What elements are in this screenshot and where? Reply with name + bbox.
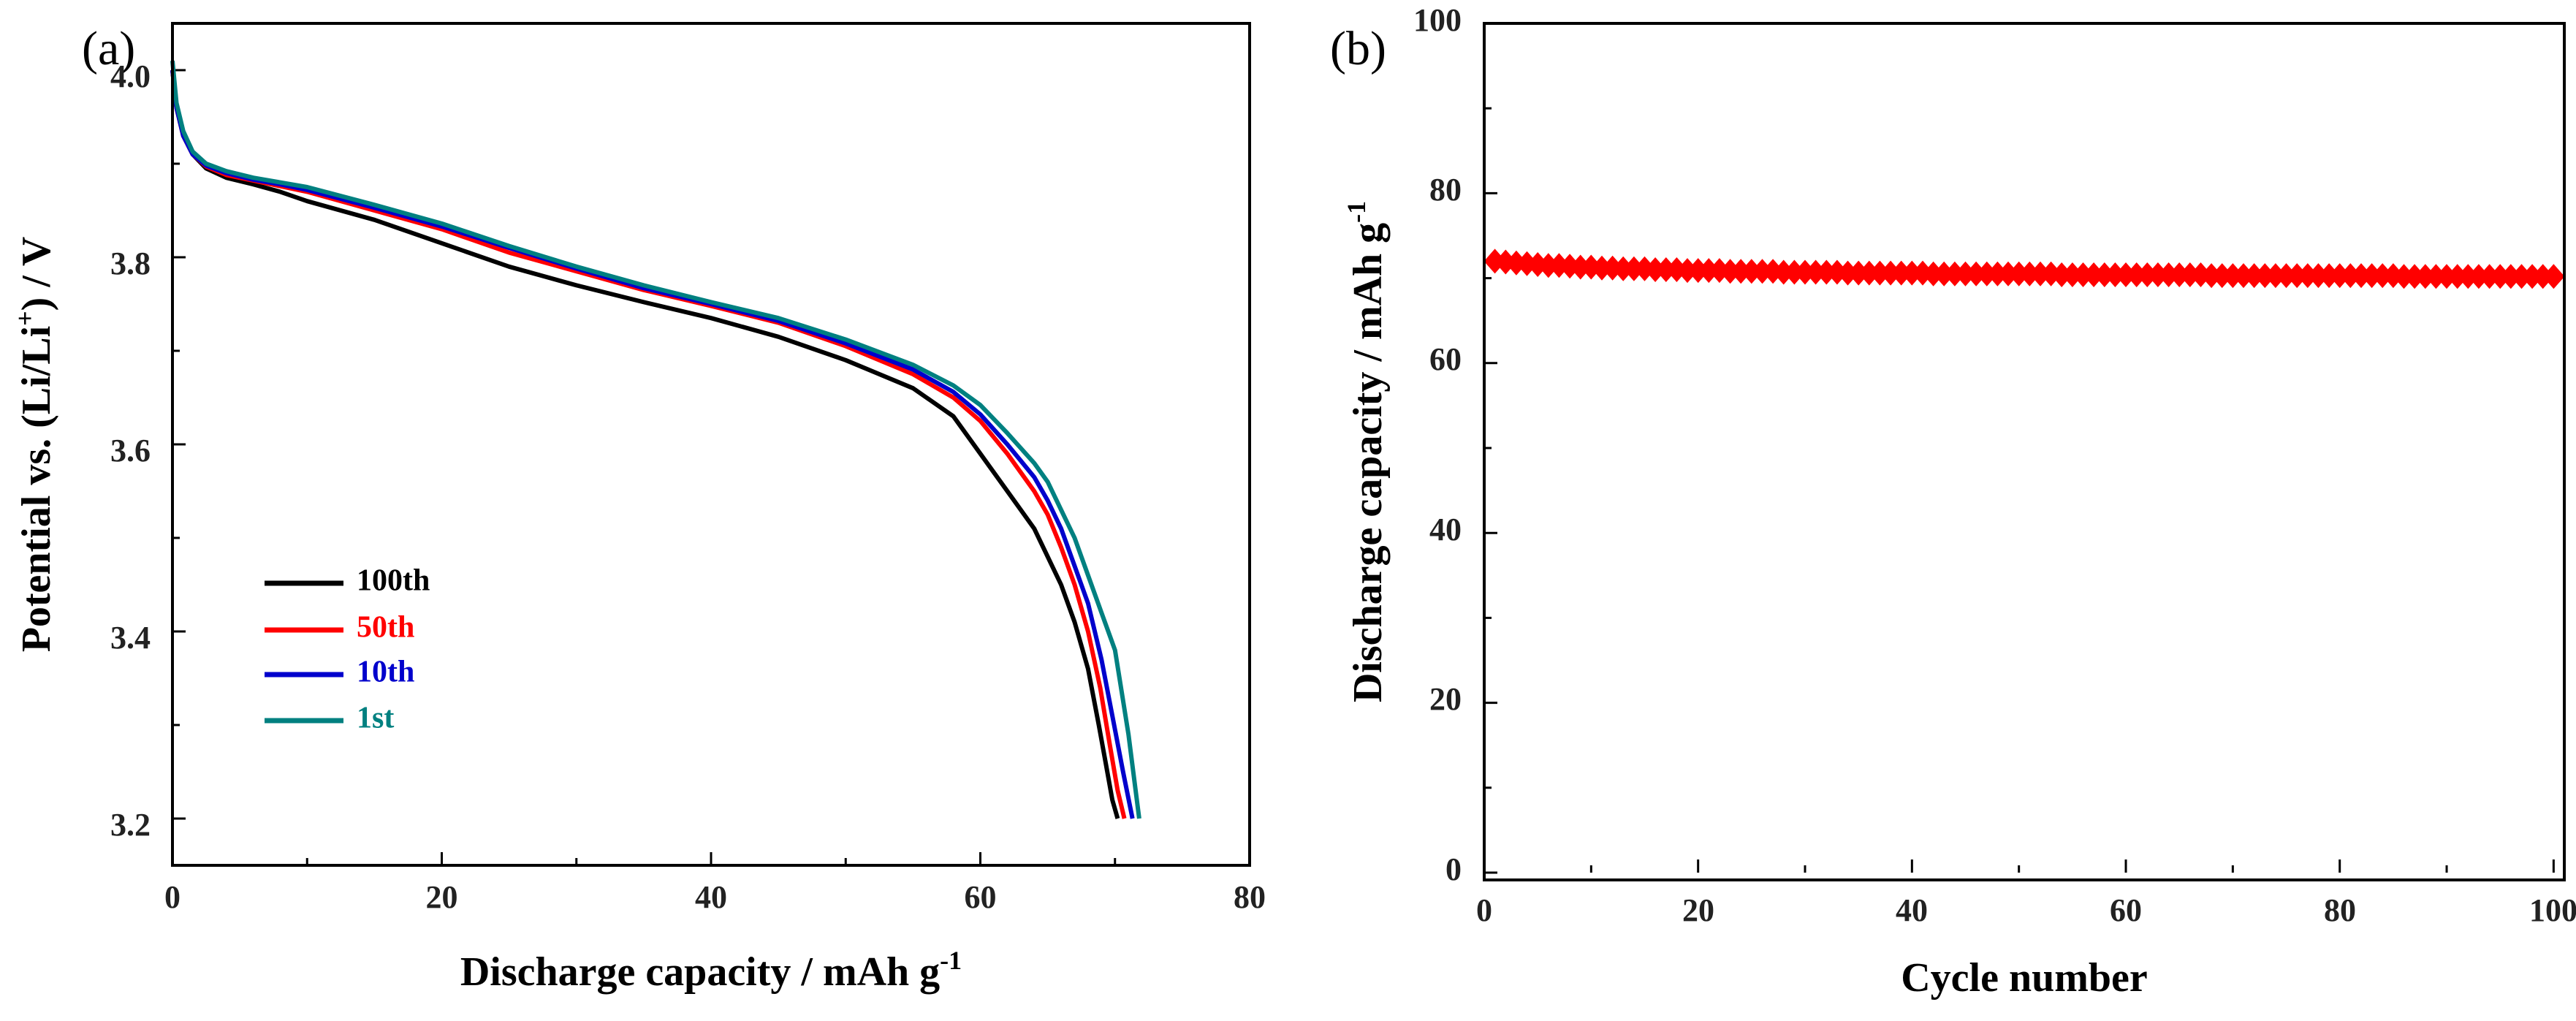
a-xtick-label-3: 60 bbox=[965, 879, 997, 915]
a-xtick-label-2: 40 bbox=[695, 879, 727, 915]
a-ytick-label-3: 3.8 bbox=[110, 246, 151, 281]
a-xtick-label-4: 80 bbox=[1234, 879, 1266, 915]
a-ytick-label-4: 4.0 bbox=[110, 58, 151, 94]
panel-b-label: (b) bbox=[1330, 22, 1386, 75]
series-line-10th bbox=[170, 69, 1135, 819]
b-ytick-label-3: 60 bbox=[1429, 341, 1462, 377]
panel-b-ticks bbox=[1483, 22, 2555, 874]
panel-a-frame bbox=[171, 22, 1251, 867]
a-ytick-label-1: 3.4 bbox=[110, 620, 151, 656]
b-x-axis-title: Cycle number bbox=[1901, 955, 2148, 1001]
panel-b-plot-area bbox=[1483, 22, 2566, 881]
panel-b-cycling-performance: (b) 0 20 40 60 80 100 0 20 40 60 80 100 … bbox=[1330, 2, 2576, 1001]
a-y-axis-title: Potential vs. (Li/Li+) / V bbox=[10, 237, 59, 653]
panel-a-lines bbox=[170, 60, 1141, 819]
panel-a-plot-area bbox=[170, 22, 1251, 867]
series-line-100th bbox=[170, 69, 1120, 819]
panel-a-label: (a) bbox=[82, 22, 135, 75]
b-xtick-label-1: 20 bbox=[1682, 892, 1714, 928]
a-x-axis-title: Discharge capacity / mAh g-1 bbox=[460, 946, 962, 995]
b-xtick-label-0: 0 bbox=[1476, 892, 1492, 928]
data-point-cycle-1 bbox=[1483, 248, 1506, 274]
b-y-axis-title: Discharge capacity / mAh g-1 bbox=[1342, 201, 1391, 702]
a-ytick-label-0: 3.2 bbox=[110, 807, 151, 843]
b-ytick-label-2: 40 bbox=[1429, 512, 1462, 547]
b-xtick-label-4: 80 bbox=[2324, 892, 2356, 928]
b-xtick-label-2: 40 bbox=[1896, 892, 1928, 928]
a-xtick-label-0: 0 bbox=[164, 879, 181, 915]
panel-b-frame bbox=[1483, 22, 2566, 881]
legend-label-1st: 1st bbox=[357, 702, 394, 735]
b-ytick-label-0: 0 bbox=[1445, 851, 1462, 887]
a-xtick-label-1: 20 bbox=[426, 879, 458, 915]
legend-label-100th: 100th bbox=[357, 564, 430, 598]
b-ytick-label-1: 20 bbox=[1429, 681, 1462, 717]
legend-label-50th: 50th bbox=[357, 611, 414, 645]
data-point-cycle-100 bbox=[2542, 264, 2565, 289]
b-ytick-label-4: 80 bbox=[1429, 172, 1462, 208]
panel-a-discharge-curves: (a) 3.2 3.4 3.6 3.8 4.0 0 20 40 60 80 Di… bbox=[10, 22, 1266, 995]
legend-label-10th: 10th bbox=[357, 656, 414, 689]
a-ytick-label-2: 3.6 bbox=[110, 433, 151, 468]
panel-b-points bbox=[1483, 248, 2565, 289]
series-line-50th bbox=[170, 69, 1127, 819]
series-line-1st bbox=[170, 60, 1141, 819]
panel-a-legend: 100th 50th 10th 1st bbox=[265, 564, 430, 735]
b-ytick-label-5: 100 bbox=[1413, 2, 1462, 38]
b-xtick-label-5: 100 bbox=[2529, 892, 2576, 928]
panel-a-ticks bbox=[171, 69, 1251, 865]
b-xtick-label-3: 60 bbox=[2110, 892, 2142, 928]
